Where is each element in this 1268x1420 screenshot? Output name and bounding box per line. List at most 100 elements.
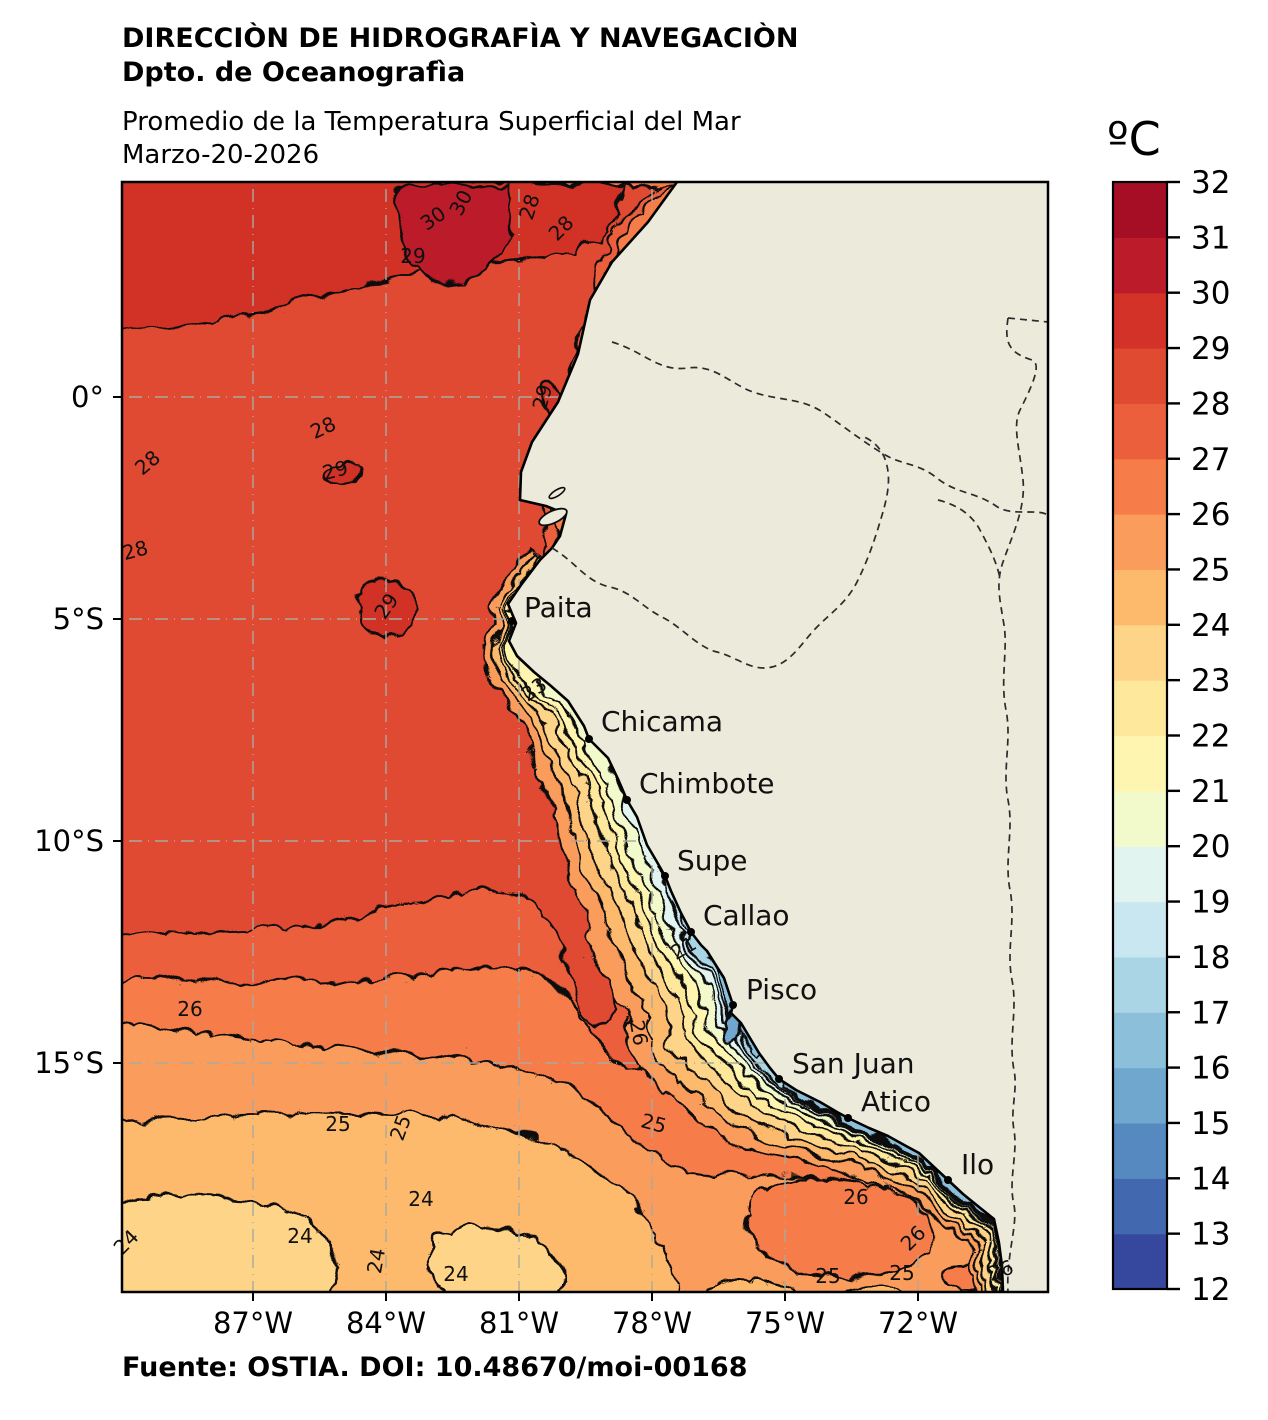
colorbar-tick-label: 27 xyxy=(1191,442,1230,478)
city-dot-callao xyxy=(687,928,695,936)
warm-eddy-29 xyxy=(320,455,360,485)
colorbar-tick-label: 31 xyxy=(1191,220,1230,256)
colorbar-tick-label: 15 xyxy=(1191,1106,1230,1142)
colorbar-tick-label: 19 xyxy=(1191,885,1230,921)
isotherm-label-25: 25 xyxy=(889,1261,914,1285)
colorbar-segment-13 xyxy=(1113,1178,1167,1235)
country-borders xyxy=(551,317,1048,1292)
colorbar-title: ºC xyxy=(1107,112,1161,166)
colorbar-segment-21 xyxy=(1113,735,1167,792)
city-label-ilo: Ilo xyxy=(961,1148,994,1181)
colorbar-segment-16 xyxy=(1113,1012,1167,1069)
colorbar-tick-label: 18 xyxy=(1191,940,1230,976)
colorbar-tick-label: 28 xyxy=(1191,386,1230,422)
city-dot-ilo xyxy=(944,1176,952,1184)
colorbar-segment-19 xyxy=(1113,846,1167,903)
colorbar-segment-14 xyxy=(1113,1122,1167,1179)
isotherm-label-25: 25 xyxy=(325,1112,350,1136)
isotherm-label-26: 26 xyxy=(625,1018,653,1047)
warm-eddy-29 xyxy=(353,575,415,632)
border-peru-brazil xyxy=(998,317,1048,1292)
colorbar-tick-label: 29 xyxy=(1191,331,1230,367)
city-markers: Paita Chicama Chimbote Supe Callao Pisco San J… xyxy=(508,591,994,1184)
colorbar-tick-label: 16 xyxy=(1191,1051,1230,1087)
colorbar-tick-label: 14 xyxy=(1191,1161,1230,1197)
colorbar-segment-12 xyxy=(1113,1233,1167,1290)
y-tick-label: 5°S xyxy=(53,602,104,636)
city-dot-paita xyxy=(508,617,516,625)
city-dot-supe xyxy=(661,872,669,880)
y-tick-label: 10°S xyxy=(34,824,104,858)
colorbar-segment-23 xyxy=(1113,624,1167,681)
colorbar-tick-label: 12 xyxy=(1191,1272,1230,1308)
isotherm-label-24: 24 xyxy=(362,1246,390,1275)
city-dot-pisco xyxy=(729,1001,737,1009)
isotherm-label-26: 26 xyxy=(177,997,202,1021)
cool-patch-23 xyxy=(424,1221,561,1292)
city-label-chicama: Chicama xyxy=(601,705,723,738)
city-dot-chimbote xyxy=(623,796,631,804)
colorbar-tick-label: 32 xyxy=(1191,165,1230,201)
colorbar-tick-label: 13 xyxy=(1191,1217,1230,1253)
colorbar-tick-label: 24 xyxy=(1191,608,1230,644)
colorbar-tick-label: 17 xyxy=(1191,995,1230,1031)
city-dot-chicama xyxy=(585,735,593,743)
isotherm-label-24: 24 xyxy=(287,1224,312,1248)
city-label-atico: Atico xyxy=(861,1085,931,1118)
colorbar-segment-22 xyxy=(1113,680,1167,737)
colorbar-segment-30 xyxy=(1113,237,1167,294)
colorbar-segment-29 xyxy=(1113,292,1167,349)
colorbar-segment-27 xyxy=(1113,403,1167,460)
warm-patch-26-south xyxy=(741,1172,930,1275)
org-title-line2: Dpto. de Oceanografìa xyxy=(122,57,466,88)
figure-date: Marzo-20-2026 xyxy=(122,140,320,170)
colorbar-segment-31 xyxy=(1113,182,1167,238)
cool-pocket-25 xyxy=(697,1272,789,1292)
x-tick-label: 72°W xyxy=(878,1306,958,1340)
city-label-callao: Callao xyxy=(703,899,790,932)
colorbar-segment-20 xyxy=(1113,790,1167,847)
colorbar-tick-label: 25 xyxy=(1191,552,1230,588)
colorbar-tick-label: 26 xyxy=(1191,497,1230,533)
colorbar-tick-label: 23 xyxy=(1191,663,1230,699)
isotherm-label-25: 25 xyxy=(815,1264,840,1288)
colorbar-tick-label: 22 xyxy=(1191,719,1230,755)
island-santa-clara xyxy=(548,486,566,500)
border-ecuador-colombia xyxy=(611,341,1048,516)
source-footer: Fuente: OSTIA. DOI: 10.48670/moi-00168 xyxy=(122,1352,748,1383)
isotherm-band-30 xyxy=(393,182,510,282)
isotherm-label-24: 24 xyxy=(443,1262,468,1286)
colorbar-segment-24 xyxy=(1113,569,1167,626)
city-dot-san-juan xyxy=(775,1075,783,1083)
map-frame xyxy=(120,180,1050,1294)
city-dot-atico xyxy=(844,1114,852,1122)
x-tick-label: 78°W xyxy=(612,1306,692,1340)
isotherm-label-29: 29 xyxy=(400,244,425,268)
colorbar-segment-17 xyxy=(1113,956,1167,1013)
colorbar-tick-label: 21 xyxy=(1191,774,1230,810)
x-tick-label: 84°W xyxy=(346,1306,426,1340)
figure-subtitle: Promedio de la Temperatura Superficial d… xyxy=(122,107,741,137)
city-label-pisco: Pisco xyxy=(746,973,817,1006)
colorbar-segment-25 xyxy=(1113,514,1167,571)
x-tick-label: 87°W xyxy=(213,1306,293,1340)
x-tick-label: 81°W xyxy=(479,1306,559,1340)
y-tick-label: 0° xyxy=(71,380,104,414)
x-tick-label: 75°W xyxy=(745,1306,825,1340)
colorbar-tick-label: 30 xyxy=(1191,276,1230,312)
colorbar-segment-15 xyxy=(1113,1067,1167,1124)
isotherm-label-26: 26 xyxy=(843,1185,868,1209)
city-label-san-juan: San Juan xyxy=(792,1047,915,1080)
y-tick-label: 15°S xyxy=(34,1046,104,1080)
city-label-supe: Supe xyxy=(677,844,748,877)
land-group xyxy=(506,182,1048,1292)
colorbar-tick-label: 20 xyxy=(1191,829,1230,865)
map-axes: 87°W 84°W 81°W 78°W 75°W 72°W 0° 5°S 10°S 15°S xyxy=(34,180,1050,1340)
colorbar-segment-26 xyxy=(1113,458,1167,515)
city-label-chimbote: Chimbote xyxy=(639,767,774,800)
org-title-line1: DIRECCIÒN DE HIDROGRAFÌA Y NAVEGACIÒN xyxy=(122,23,799,54)
city-label-paita: Paita xyxy=(524,591,593,624)
border-peru-ecuador xyxy=(551,435,890,669)
colorbar-segment-28 xyxy=(1113,348,1167,404)
